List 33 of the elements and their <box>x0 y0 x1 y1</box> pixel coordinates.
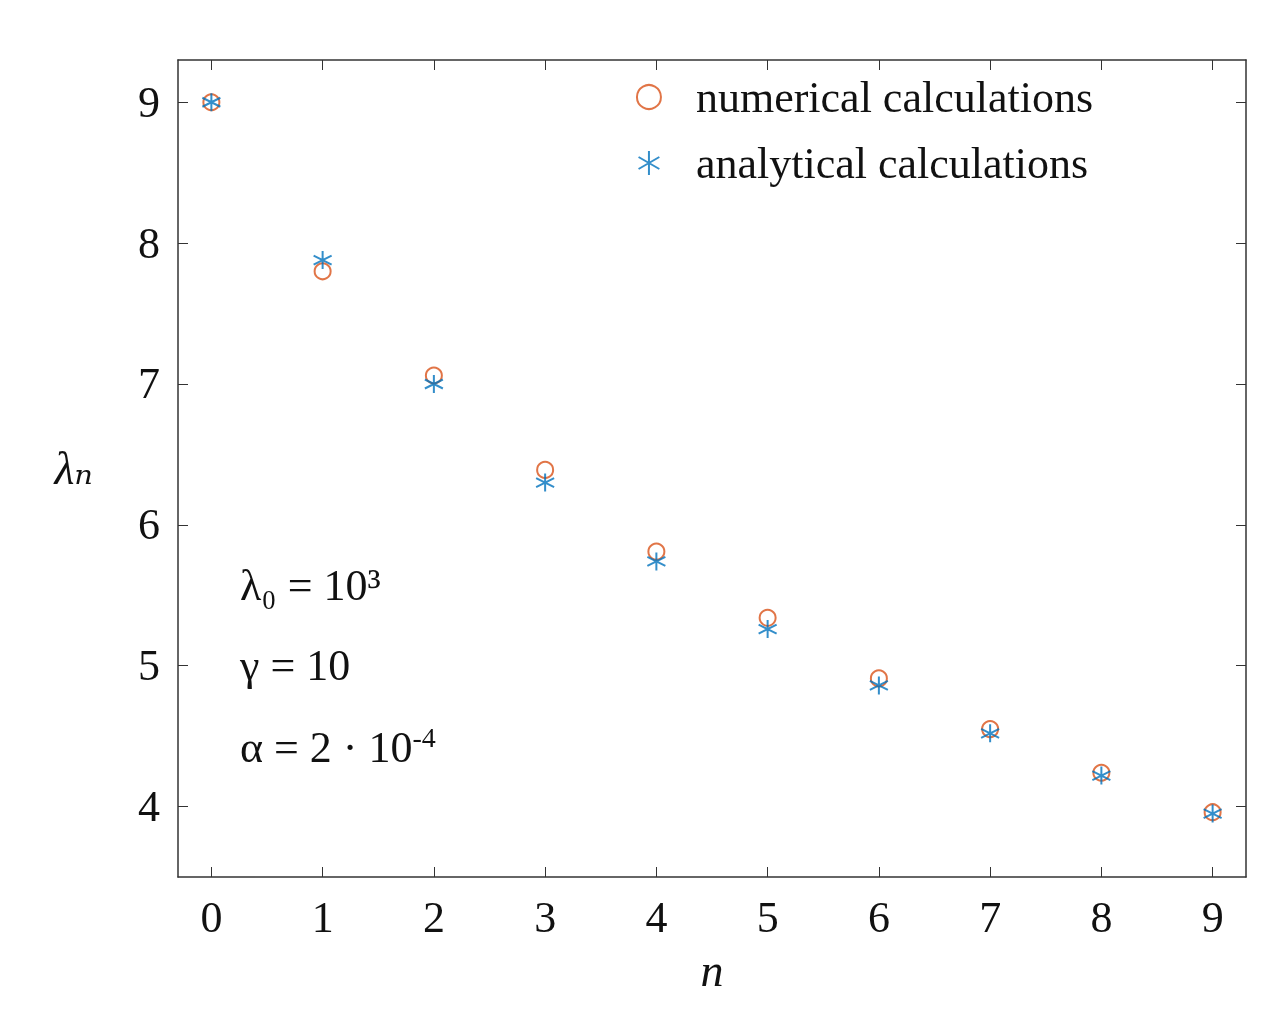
point <box>868 675 889 696</box>
x-tick-label: 8 <box>1090 892 1113 942</box>
y-tick-label: 6 <box>138 500 160 550</box>
y-axis-title: λₙ <box>52 443 93 494</box>
y-tick-label: 7 <box>138 359 160 409</box>
point <box>535 472 556 493</box>
legend-label: analytical calculations <box>695 138 1089 188</box>
point <box>1091 765 1112 786</box>
annotation: γ = 10 <box>239 640 351 690</box>
x-tick-label: 7 <box>979 892 1002 942</box>
point <box>758 608 777 627</box>
x-tick-label: 0 <box>200 892 223 942</box>
y-tick-label: 9 <box>138 77 160 127</box>
y-tick-label: 5 <box>138 641 160 691</box>
x-tick-label: 1 <box>311 892 334 942</box>
x-axis-title: n <box>700 944 724 996</box>
point <box>312 250 333 271</box>
point <box>757 619 778 640</box>
legend-label: numerical calculations <box>695 72 1094 122</box>
point <box>980 723 1001 744</box>
x-tick-label: 9 <box>1201 892 1224 942</box>
x-tick-label: 3 <box>534 892 557 942</box>
x-tick-label: 6 <box>867 892 890 942</box>
point <box>313 262 332 281</box>
y-tick-label: 4 <box>138 782 160 832</box>
x-tick-label: 2 <box>422 892 445 942</box>
point <box>536 460 555 479</box>
x-tick-label: 4 <box>645 892 668 942</box>
annotation: λ₀ = 10³ <box>240 560 381 610</box>
point <box>646 551 667 572</box>
y-tick-label: 8 <box>138 218 160 268</box>
x-tick-label: 5 <box>756 892 779 942</box>
point <box>423 373 444 394</box>
